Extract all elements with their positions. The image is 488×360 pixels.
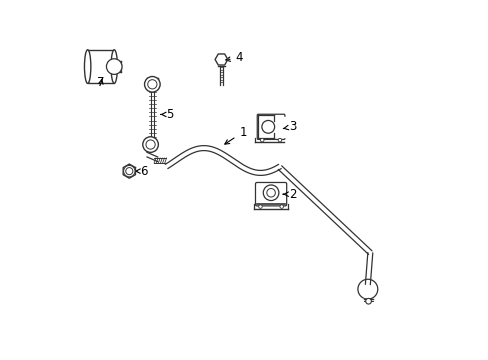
- Circle shape: [144, 77, 160, 92]
- Text: 1: 1: [224, 126, 246, 144]
- Circle shape: [106, 59, 122, 75]
- Text: 5: 5: [161, 108, 174, 121]
- Text: 4: 4: [225, 51, 243, 64]
- FancyBboxPatch shape: [257, 114, 285, 139]
- Polygon shape: [215, 54, 227, 65]
- Text: 6: 6: [136, 165, 147, 177]
- Circle shape: [258, 205, 262, 208]
- FancyBboxPatch shape: [255, 183, 286, 206]
- Circle shape: [123, 166, 135, 177]
- Circle shape: [260, 138, 264, 142]
- Polygon shape: [123, 164, 135, 178]
- Ellipse shape: [111, 50, 117, 84]
- Circle shape: [262, 121, 274, 133]
- Circle shape: [279, 205, 283, 208]
- Text: 2: 2: [283, 188, 296, 201]
- Ellipse shape: [84, 50, 91, 84]
- Text: 7: 7: [97, 76, 105, 89]
- Circle shape: [145, 140, 155, 149]
- Polygon shape: [272, 117, 288, 137]
- Text: 3: 3: [283, 120, 296, 133]
- Circle shape: [266, 189, 275, 197]
- Circle shape: [147, 80, 157, 89]
- Circle shape: [142, 137, 158, 152]
- FancyBboxPatch shape: [87, 50, 114, 84]
- Circle shape: [365, 298, 370, 304]
- Circle shape: [263, 185, 278, 201]
- Circle shape: [125, 168, 133, 175]
- Circle shape: [278, 138, 281, 142]
